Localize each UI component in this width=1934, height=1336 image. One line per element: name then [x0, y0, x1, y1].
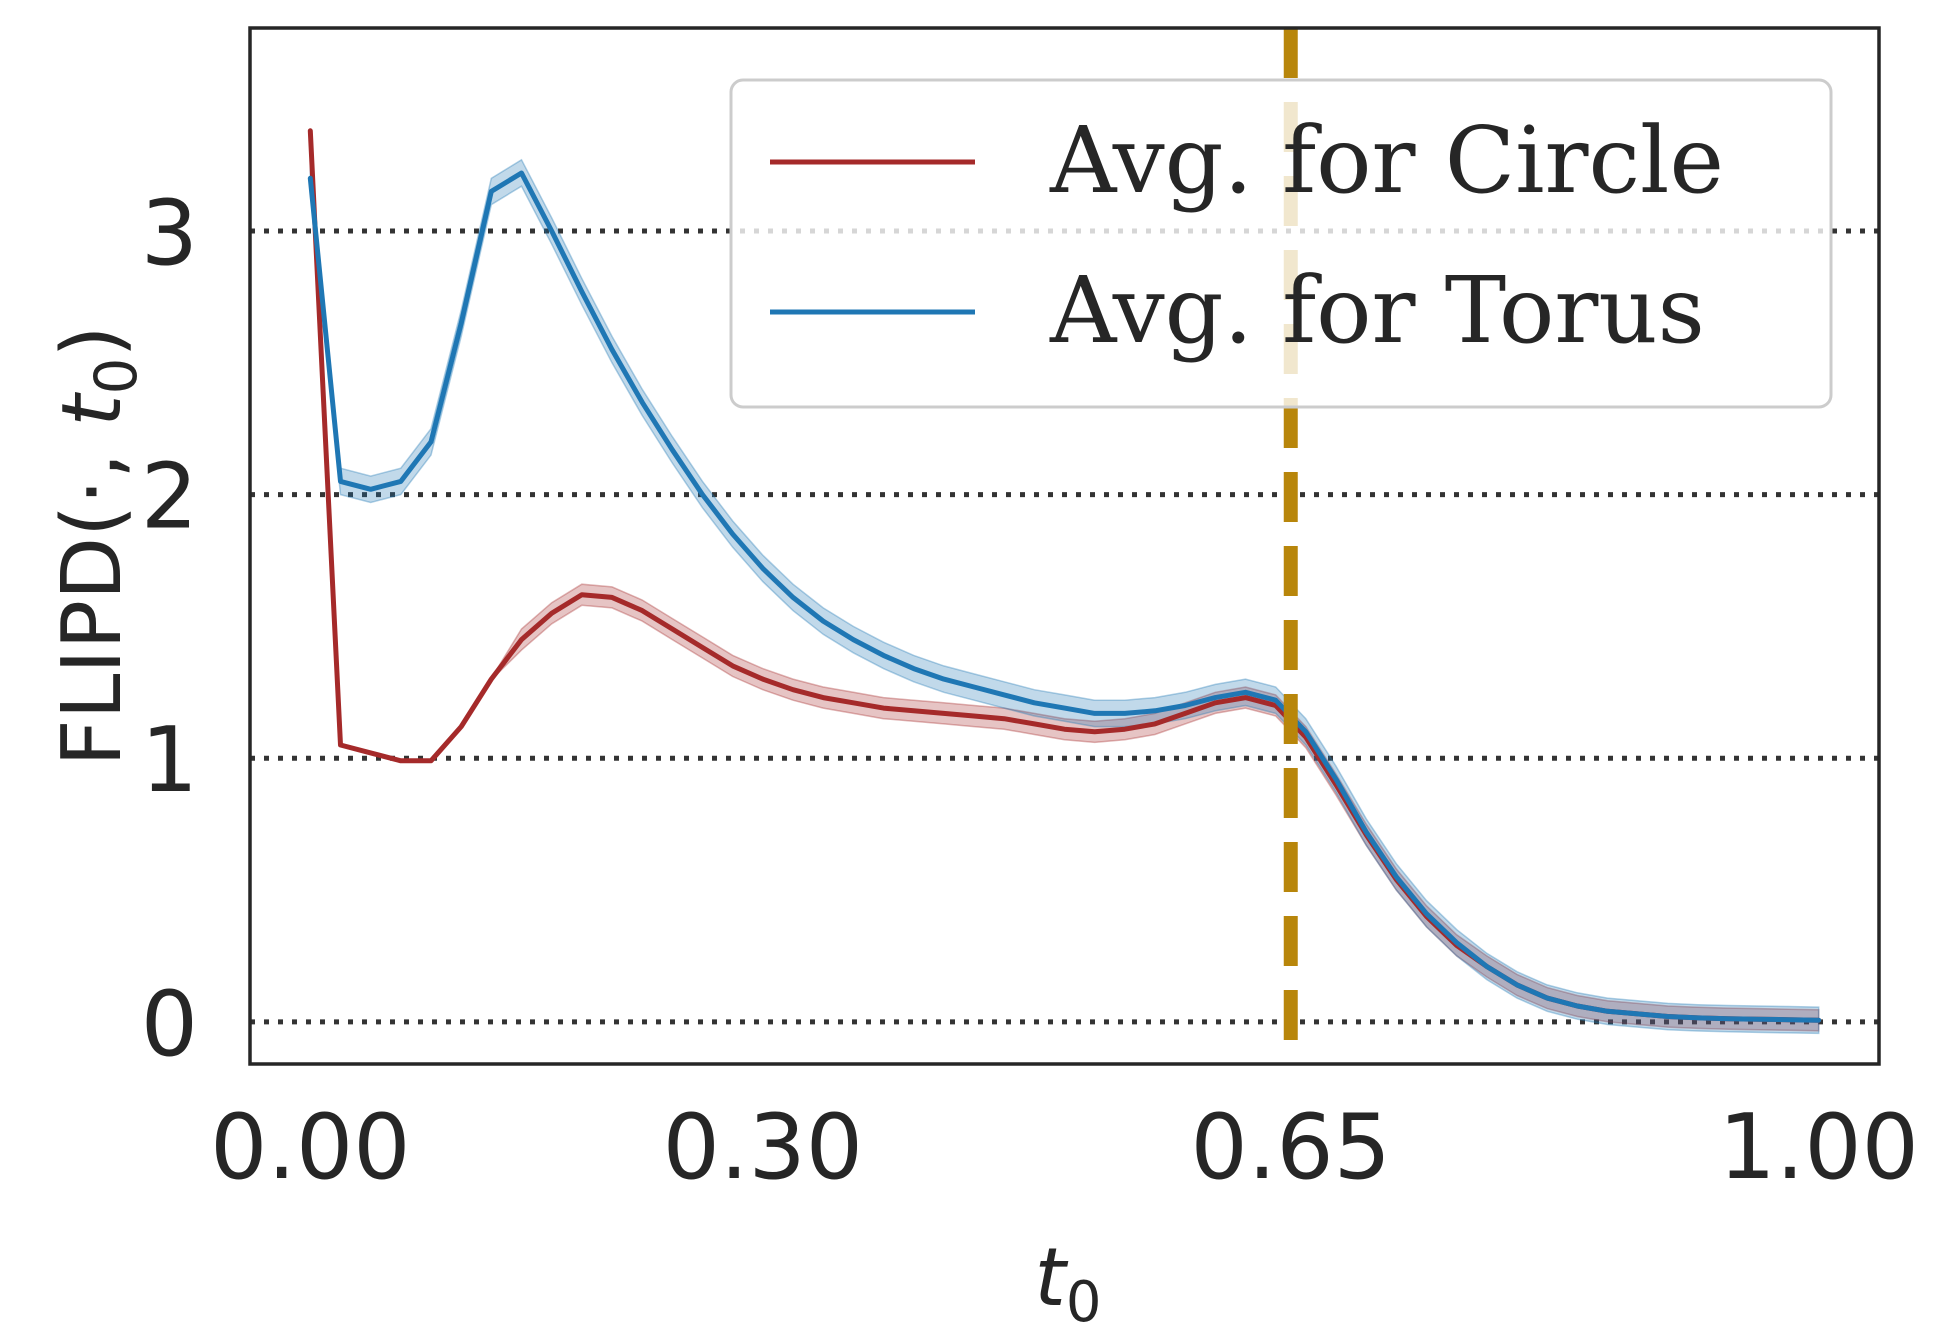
legend: Avg. for Circle Avg. for Torus	[729, 78, 1833, 409]
band-series-0	[309, 129, 1820, 1032]
y-tick-label-1: 1	[141, 708, 198, 813]
x-tick-labels: 0.00 0.30 0.65 1.00	[210, 1095, 1919, 1200]
y-tick-label-0: 0	[141, 972, 198, 1077]
legend-label-circle: Avg. for Circle	[1049, 107, 1724, 214]
line-series-1	[307, 170, 1822, 1023]
y-tick-labels: 0 1 2 3	[141, 181, 198, 1077]
x-tick-label-3: 1.00	[1718, 1095, 1918, 1200]
plot-frame	[248, 26, 1881, 1066]
legend-box	[729, 78, 1833, 409]
y-axis-label: FLIPD(·, t0)	[45, 326, 150, 767]
band-series-1	[309, 158, 1820, 1035]
legend-label-torus: Avg. for Torus	[1049, 257, 1705, 364]
x-tick-label-0: 0.00	[210, 1095, 410, 1200]
y-tick-label-3: 3	[141, 181, 198, 286]
x-tick-label-1: 0.30	[663, 1095, 863, 1200]
x-tick-label-2: 0.65	[1191, 1095, 1391, 1200]
y-tick-label-2: 2	[141, 445, 198, 550]
confidence-bands	[309, 129, 1820, 1035]
series-lines	[307, 128, 1822, 1023]
x-axis-label: t0	[1034, 1231, 1101, 1335]
